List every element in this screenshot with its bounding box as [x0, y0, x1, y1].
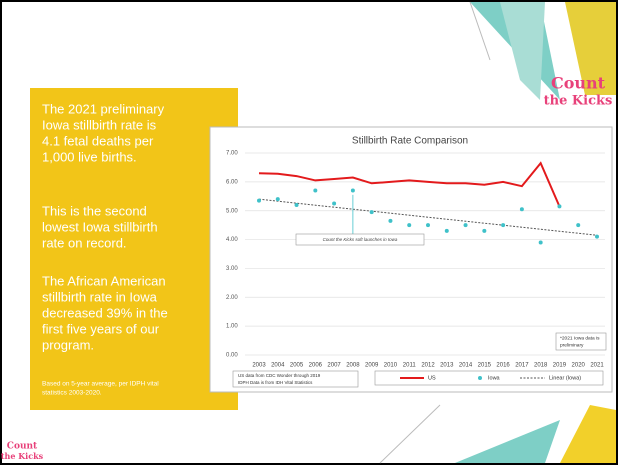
- dot: [350, 188, 355, 193]
- dot: [332, 201, 337, 206]
- x-tick-label: 2006: [309, 363, 323, 369]
- dot: [557, 204, 562, 209]
- logo-small: the Kicks: [1, 451, 44, 461]
- panel-text: rate on record.: [42, 235, 127, 250]
- annotation-box: [295, 233, 425, 246]
- text-panel: [30, 88, 238, 410]
- dot: [257, 198, 261, 203]
- annotation-box: [555, 332, 607, 351]
- dot: [519, 207, 524, 212]
- dot: [294, 202, 299, 207]
- y-tick-label: 2.00: [226, 295, 238, 301]
- panel-text: This is the second: [42, 203, 147, 218]
- panel-text: lowest Iowa stillbirth: [42, 219, 158, 234]
- y-tick-label: 1.00: [226, 324, 238, 330]
- x-tick-label: 2011: [403, 363, 417, 369]
- legend-box: [374, 370, 604, 386]
- y-tick-label: 3.00: [226, 266, 238, 272]
- y-tick-label: 4.00: [226, 237, 238, 243]
- panel-text: 1,000 live births.: [42, 149, 137, 164]
- logo: Count: [551, 74, 606, 93]
- dot: [482, 228, 487, 233]
- series-line: [258, 161, 561, 207]
- x-tick-label: 2014: [459, 363, 473, 369]
- y-tick-label: 7.00: [226, 151, 238, 157]
- decor-line: [379, 404, 441, 464]
- panel-text: The African American: [42, 273, 166, 288]
- dot: [576, 223, 581, 228]
- x-tick-label: 2016: [496, 363, 510, 369]
- x-tick-label: 2005: [290, 363, 304, 369]
- dot: [407, 223, 412, 228]
- dot: [595, 234, 599, 239]
- panel-text: program.: [42, 337, 94, 352]
- chart-title: Stillbirth Rate Comparison: [352, 136, 468, 147]
- legend-swatch: [478, 376, 482, 380]
- x-tick-label: 2021: [590, 363, 604, 369]
- panel-text: 4.1 fetal deaths per: [42, 133, 154, 148]
- x-tick-label: 2015: [478, 363, 492, 369]
- x-tick-label: 2007: [327, 363, 341, 369]
- legend-label: Iowa: [488, 375, 501, 381]
- y-tick-label: 5.00: [226, 208, 238, 214]
- annotation: Count the Kicks soft launches in Iowa: [323, 237, 398, 242]
- x-tick-label: 2003: [252, 363, 266, 369]
- annotation: *2021 Iowa data is: [560, 335, 600, 341]
- dot: [444, 228, 449, 233]
- dot: [275, 197, 280, 202]
- x-tick-label: 2012: [421, 363, 435, 369]
- footnote: statistics 2003-2020.: [42, 390, 102, 397]
- y-tick-label: 6.00: [226, 179, 238, 185]
- decor-teal-light: [500, 2, 545, 100]
- x-tick-label: 2013: [440, 363, 454, 369]
- dot: [388, 218, 393, 223]
- chart-frame: [209, 126, 613, 393]
- dot: [313, 188, 318, 193]
- y-tick-label: 0.00: [226, 353, 238, 359]
- legend-label: US: [428, 375, 436, 381]
- panel-text: first five years of our: [42, 321, 160, 336]
- trendline: [258, 198, 598, 236]
- dot: [463, 223, 468, 228]
- logo-small: Count: [7, 442, 38, 452]
- footnote: Based on 5-year average, per IDPH vital: [42, 381, 159, 388]
- legend-label: Linear (Iowa): [549, 375, 581, 381]
- decor-line: [469, 1, 491, 61]
- x-tick-label: 2009: [365, 363, 379, 369]
- x-tick-label: 2017: [515, 363, 529, 369]
- x-tick-label: 2004: [271, 363, 285, 369]
- decor-teal-bottom: [455, 420, 560, 463]
- source-box: [232, 370, 359, 388]
- panel-text: The 2021 preliminary: [42, 101, 165, 116]
- x-tick-label: 2020: [572, 363, 586, 369]
- x-tick-label: 2019: [553, 363, 567, 369]
- source-note: US data from CDC Wonder through 2019: [238, 373, 321, 378]
- x-tick-label: 2008: [346, 363, 360, 369]
- annotation: preliminary: [560, 342, 584, 348]
- dot: [369, 210, 374, 215]
- x-tick-label: 2018: [534, 363, 548, 369]
- decor-yellow-bottom: [560, 405, 616, 463]
- panel-text: Iowa stillbirth rate is: [42, 117, 157, 132]
- source-note: IDPH Data is from IDH Vital Statistics: [238, 380, 313, 385]
- logo: the Kicks: [544, 94, 613, 109]
- decor-yellow: [565, 2, 616, 95]
- x-tick-label: 2010: [384, 363, 398, 369]
- dot: [538, 240, 543, 245]
- panel-text: decreased 39% in the: [42, 305, 168, 320]
- dot: [501, 223, 506, 228]
- dot: [426, 223, 430, 228]
- panel-text: stillbirth rate in Iowa: [42, 289, 158, 304]
